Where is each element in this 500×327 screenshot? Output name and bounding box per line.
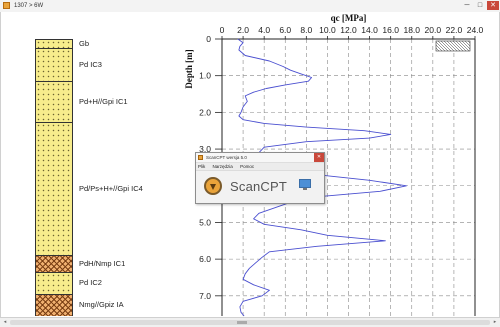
- scancpt-logo-icon: [204, 177, 222, 195]
- hatch-stroke: [435, 47, 440, 52]
- y-tick-label: 7.0: [199, 291, 211, 301]
- menu-item-tools[interactable]: Narzędzia: [212, 164, 233, 169]
- soil-layer-label: PdH/Nmp IC1: [79, 259, 126, 269]
- hatch-stroke: [443, 40, 455, 52]
- hatch-stroke: [452, 40, 464, 52]
- close-button[interactable]: ✕: [487, 1, 499, 10]
- popup-body: ScanCPT: [196, 171, 324, 203]
- hatch-stroke: [440, 40, 452, 52]
- x-tick-label: 12.0: [340, 25, 357, 35]
- brand-name: ScanCPT: [230, 179, 288, 194]
- hatched-box: [435, 40, 471, 52]
- app-icon: [3, 2, 10, 9]
- x-tick-label: 14.0: [361, 25, 378, 35]
- soil-layer: [35, 121, 73, 256]
- window-title: 1307 > 6W: [14, 3, 44, 9]
- scroll-right-arrow[interactable]: ▸: [493, 319, 497, 325]
- soil-layer: [35, 271, 73, 294]
- soil-layer: [35, 39, 73, 49]
- hatch-stroke: [461, 40, 471, 50]
- hatch-stroke: [446, 40, 458, 52]
- y-tick-label: 3.0: [199, 144, 211, 154]
- soil-layer-label: Gb: [79, 39, 90, 49]
- horizontal-scrollbar[interactable]: ◂ ▸: [0, 317, 500, 327]
- x-tick-label: 0: [220, 25, 225, 35]
- soil-layer-label: Pd IC3: [79, 60, 102, 70]
- menu-item-file[interactable]: Plik: [198, 164, 206, 169]
- menu-item-help[interactable]: Pomoc: [240, 164, 255, 169]
- y-tick-label: 1.0: [199, 71, 211, 81]
- x-tick-label: 6.0: [279, 25, 291, 35]
- y-tick-label: 6.0: [199, 254, 211, 264]
- x-tick-label: 18.0: [403, 25, 420, 35]
- hatch-stroke: [435, 41, 446, 52]
- scroll-thumb[interactable]: [10, 320, 490, 325]
- soil-layer: [35, 255, 73, 272]
- minimize-button[interactable]: ─: [464, 2, 470, 9]
- soil-layer: [35, 48, 73, 82]
- x-tick-label: 24.0: [467, 25, 484, 35]
- popup-close-button[interactable]: ✕: [314, 153, 324, 162]
- scroll-grip-icon: [237, 321, 247, 324]
- popup-titlebar: ScanCPT wersja 5.0 ✕: [196, 153, 324, 163]
- popup-app-icon: [198, 155, 203, 160]
- soil-layer: [35, 293, 73, 316]
- soil-layer-label: Pd+H//Gpi IC1: [79, 96, 128, 106]
- scroll-left-arrow[interactable]: ◂: [3, 319, 7, 325]
- scancpt-splash-window[interactable]: ScanCPT wersja 5.0 ✕ Plik Narzędzia Pomo…: [195, 152, 325, 204]
- x-tick-label: 16.0: [382, 25, 399, 35]
- profile-canvas: Gb Pd IC3 Pd+H//Gpi IC1 Pd/Ps+H+//Gpi IC4 Pd…: [0, 12, 500, 317]
- x-tick-label: 10.0: [319, 25, 336, 35]
- x-tick-label: 2.0: [237, 25, 249, 35]
- soil-layer-label: Pd/Ps+H+//Gpi IC4: [79, 184, 143, 193]
- y-tick-label: 2.0: [199, 107, 211, 117]
- hatch-stroke: [467, 40, 471, 44]
- y-tick-label: 5.0: [199, 217, 211, 227]
- hatch-stroke: [464, 40, 471, 47]
- popup-menu-bar: Plik Narzędzia Pomoc: [196, 163, 324, 171]
- soil-layer-label: Nmg//Gpiz IA: [79, 300, 124, 310]
- hatch-stroke: [435, 44, 443, 52]
- hatch-stroke: [455, 40, 467, 52]
- y-tick-label: 0: [206, 34, 211, 44]
- x-tick-label: 4.0: [258, 25, 270, 35]
- popup-title: ScanCPT wersja 5.0: [206, 155, 247, 160]
- x-axis-title: qc [MPa]: [331, 13, 367, 23]
- maximize-button[interactable]: □: [477, 2, 483, 9]
- x-tick-label: 22.0: [446, 25, 463, 35]
- y-axis-title: Depth [m]: [184, 49, 194, 88]
- hatch-stroke: [449, 40, 461, 52]
- x-tick-label: 20.0: [425, 25, 442, 35]
- x-tick-label: 8.0: [300, 25, 312, 35]
- soil-layer: [35, 81, 73, 122]
- monitor-icon[interactable]: [299, 179, 311, 190]
- hatch-stroke: [437, 40, 449, 52]
- soil-layer-label: Pd IC2: [79, 278, 102, 288]
- hatch-stroke: [458, 40, 470, 52]
